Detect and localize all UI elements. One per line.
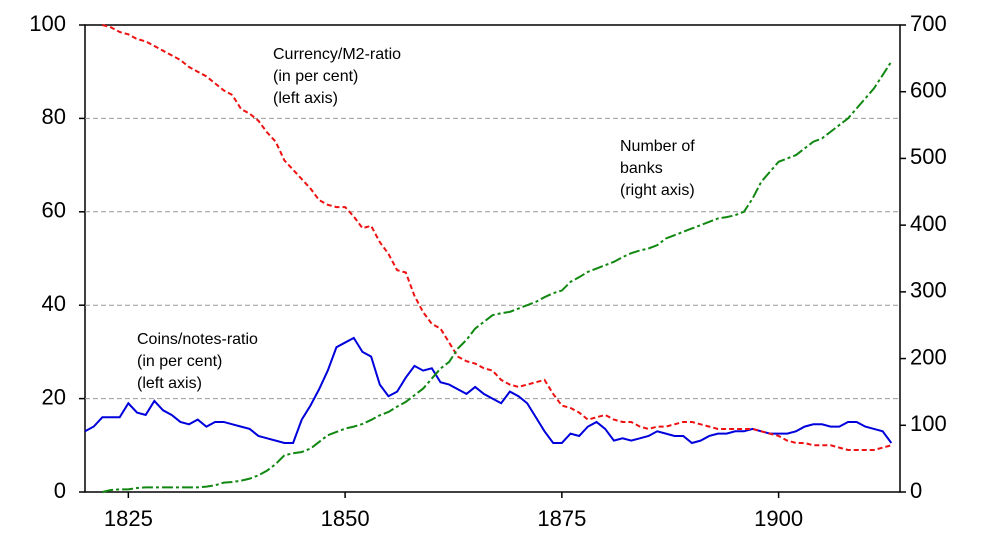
y2-tick-label: 700 — [910, 11, 947, 36]
annotation: banks — [620, 160, 663, 177]
annotation: (in per cent) — [273, 68, 358, 85]
annotation: Number of — [620, 138, 695, 155]
annotation: (left axis) — [137, 375, 202, 392]
y2-tick-label: 300 — [910, 278, 947, 303]
y-tick-label: 0 — [54, 478, 66, 503]
y2-tick-label: 100 — [910, 411, 947, 436]
y2-tick-label: 0 — [910, 478, 922, 503]
plot-frame — [84, 24, 901, 493]
y-tick-label: 20 — [42, 384, 66, 409]
x-tick-label: 1900 — [754, 506, 803, 531]
y-tick-label: 80 — [42, 104, 66, 129]
series-line — [102, 61, 893, 493]
annotation: (in per cent) — [137, 353, 222, 370]
y2-tick-label: 400 — [910, 211, 947, 236]
y2-tick-label: 200 — [910, 344, 947, 369]
y-tick-label: 100 — [29, 11, 66, 36]
x-tick-label: 1875 — [537, 506, 586, 531]
annotation: Coins/notes-ratio — [137, 331, 258, 348]
annotation: Currency/M2-ratio — [273, 46, 401, 63]
y-tick-label: 40 — [42, 291, 66, 316]
y2-tick-label: 600 — [910, 78, 947, 103]
x-tick-label: 1825 — [104, 506, 153, 531]
series-line — [102, 24, 892, 451]
annotation: (left axis) — [273, 90, 338, 107]
x-tick-label: 1850 — [321, 506, 370, 531]
annotation: (right axis) — [620, 182, 695, 199]
y-tick-label: 60 — [42, 198, 66, 223]
y2-tick-label: 500 — [910, 144, 947, 169]
